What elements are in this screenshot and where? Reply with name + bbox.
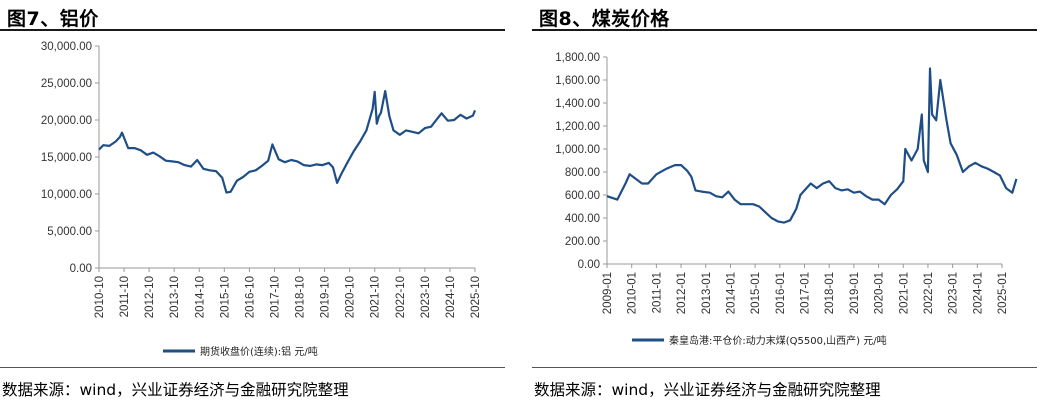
y-tick-label: 1,600.00 xyxy=(555,75,600,87)
y-tick-label: 600.00 xyxy=(565,190,600,202)
x-tick-label: 2010-10 xyxy=(94,276,106,318)
x-tick-label: 2019-10 xyxy=(320,276,332,318)
x-tick-label: 2024-01 xyxy=(972,272,984,314)
x-tick-label: 2012-01 xyxy=(676,272,688,314)
source-divider xyxy=(532,367,1037,368)
y-tick-label: 30,000.00 xyxy=(41,41,92,53)
source-note: 数据来源：wind，兴业证券经济与金融研究院整理 xyxy=(2,381,349,399)
y-tick-label: 1,400.00 xyxy=(555,98,600,110)
chart-title: 图7、铝价 xyxy=(7,8,99,30)
coal-line-chart: 0.00 200.00 400.00 600.00 800.00 1,000.00 1,20… xyxy=(555,52,1018,347)
y-tick-label: 200.00 xyxy=(565,236,600,248)
y-tick-label: 1,800.00 xyxy=(555,52,600,64)
x-tick-label: 2022-10 xyxy=(395,276,407,318)
y-tick-label: 10,000.00 xyxy=(41,189,92,201)
x-tick-label: 2023-01 xyxy=(948,272,960,314)
y-tick-label: 5,000.00 xyxy=(47,226,92,238)
x-tick-label: 2020-01 xyxy=(874,272,886,314)
x-tick-label: 2021-01 xyxy=(898,272,910,314)
y-tick-label: 0.00 xyxy=(70,263,92,275)
x-tick-label: 2011-10 xyxy=(119,276,131,317)
x-tick-label: 2023-10 xyxy=(420,276,432,318)
x-tick-label: 2012-10 xyxy=(144,276,156,318)
x-tick-label: 2014-01 xyxy=(725,272,737,314)
x-tick-label: 2016-10 xyxy=(244,276,256,318)
x-tick-label: 2017-01 xyxy=(800,272,812,314)
x-tick-label: 2015-01 xyxy=(750,272,762,314)
x-tick-label: 2024-10 xyxy=(445,276,457,318)
x-tick-label: 2011-01 xyxy=(651,272,663,313)
y-tick-label: 25,000.00 xyxy=(41,78,92,90)
source-note: 数据来源：wind，兴业证券经济与金融研究院整理 xyxy=(534,381,881,399)
y-tick-label: 15,000.00 xyxy=(41,152,92,164)
series-line xyxy=(606,67,1018,224)
x-tick-label: 2025-01 xyxy=(997,272,1009,314)
x-tick-label: 2025-10 xyxy=(470,276,482,318)
x-tick-label: 2014-10 xyxy=(194,276,206,318)
y-tick-label: 1,000.00 xyxy=(555,144,600,156)
x-tick-label: 2022-01 xyxy=(923,272,935,314)
y-tick-label: 800.00 xyxy=(565,167,600,179)
x-tick-label: 2013-01 xyxy=(701,272,713,314)
title-underline xyxy=(0,29,505,31)
y-tick-label: 400.00 xyxy=(565,213,600,225)
title-underline xyxy=(532,29,1037,31)
y-tick-label: 1,200.00 xyxy=(555,121,600,133)
x-tick-label: 2021-10 xyxy=(370,276,382,318)
x-tick-label: 2013-10 xyxy=(169,276,181,318)
y-tick-label: 20,000.00 xyxy=(41,115,92,127)
x-tick-label: 2018-01 xyxy=(824,272,836,314)
legend-label: 秦皇岛港:平仓价:动力末煤(Q5500,山西产) 元/吨 xyxy=(669,334,887,347)
y-tick-label: 0.00 xyxy=(578,259,600,271)
x-tick-label: 2016-01 xyxy=(775,272,787,314)
x-tick-label: 2010-01 xyxy=(627,272,639,314)
legend-label: 期货收盘价(连续):铝 元/吨 xyxy=(200,345,318,358)
x-tick-label: 2009-01 xyxy=(602,272,614,314)
x-tick-label: 2018-10 xyxy=(295,276,307,318)
x-tick-label: 2019-01 xyxy=(849,272,861,314)
aluminum-chart-panel: 图7、铝价 0.00 5,000.00 10,000.00 15,000.00 20,0… xyxy=(0,0,505,413)
aluminum-line-chart: 0.00 5,000.00 10,000.00 15,000.00 20,000.00 2… xyxy=(41,41,482,358)
x-tick-label: 2015-10 xyxy=(219,276,231,318)
source-divider xyxy=(0,367,505,368)
x-tick-label: 2017-10 xyxy=(269,276,281,318)
coal-chart-panel: 图8、煤炭价格 0.00 200.00 400.00 600.00 800.00 1,00… xyxy=(532,0,1047,413)
chart-title: 图8、煤炭价格 xyxy=(539,8,670,30)
series-line xyxy=(98,90,477,194)
x-tick-label: 2020-10 xyxy=(345,276,357,318)
